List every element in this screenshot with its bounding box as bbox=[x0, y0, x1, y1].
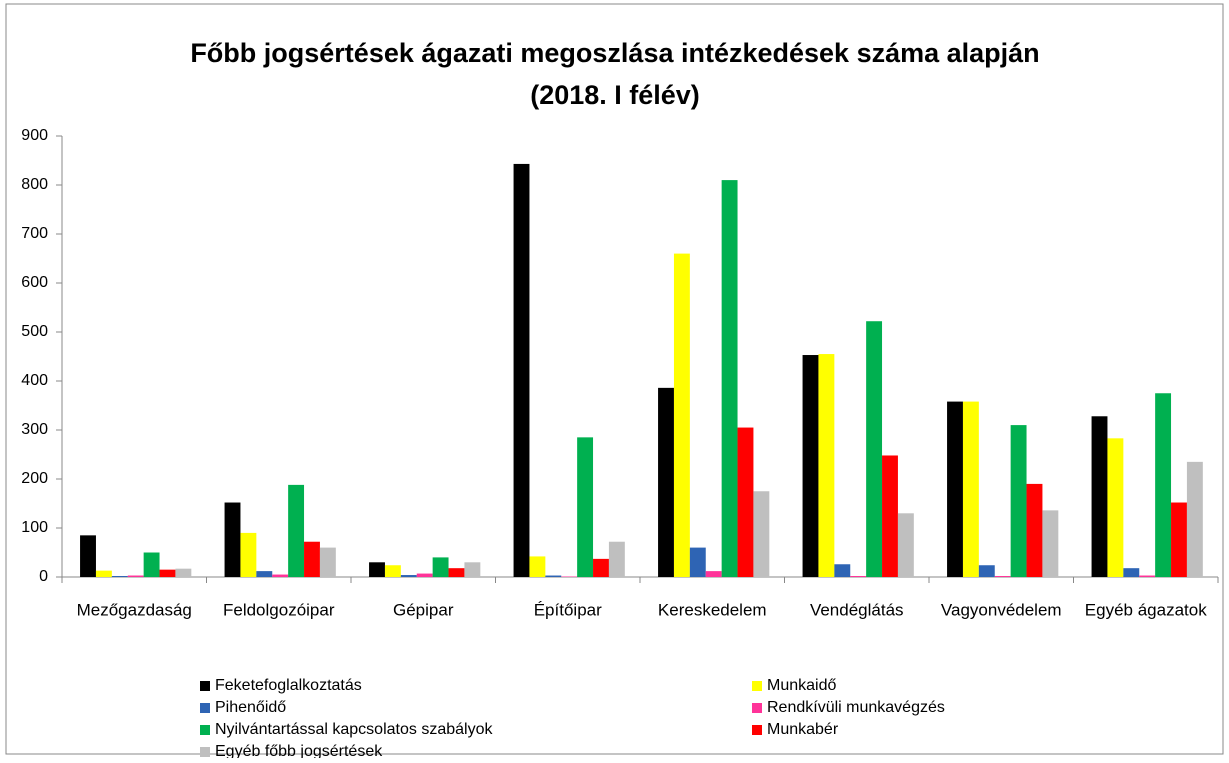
y-tick-label: 500 bbox=[21, 323, 48, 340]
bar bbox=[144, 553, 160, 578]
bar bbox=[514, 164, 530, 577]
bar bbox=[1171, 503, 1187, 577]
bar bbox=[898, 513, 914, 577]
x-tick-label: Gépipar bbox=[393, 600, 454, 619]
bar bbox=[449, 568, 465, 577]
bar bbox=[866, 321, 882, 577]
bar bbox=[433, 557, 449, 577]
bar bbox=[1092, 416, 1108, 577]
bar bbox=[128, 576, 144, 577]
x-tick-label: Építőipar bbox=[534, 600, 602, 619]
bar bbox=[112, 576, 128, 577]
bar bbox=[529, 556, 545, 577]
x-tick-label: Egyéb ágazatok bbox=[1085, 600, 1207, 619]
legend-label: Egyéb főbb jogsértések bbox=[215, 743, 383, 758]
bar bbox=[1139, 576, 1155, 577]
chart-title: Főbb jogsértések ágazati megoszlása inté… bbox=[190, 38, 1039, 68]
bar bbox=[225, 503, 241, 577]
bar bbox=[320, 548, 336, 577]
legend-label: Rendkívüli munkavégzés bbox=[767, 699, 945, 716]
chart-subtitle: (2018. I félév) bbox=[530, 80, 700, 110]
x-tick-label: Feldolgozóipar bbox=[223, 600, 335, 619]
bar bbox=[1027, 484, 1043, 577]
legend-swatch bbox=[200, 747, 210, 757]
bar bbox=[288, 485, 304, 577]
legend-swatch bbox=[752, 725, 762, 735]
legend-swatch bbox=[200, 681, 210, 691]
bar bbox=[753, 491, 769, 577]
bar bbox=[464, 562, 480, 577]
chart-frame bbox=[6, 4, 1223, 754]
x-tick-label: Vendéglátás bbox=[810, 600, 904, 619]
bar bbox=[1187, 462, 1203, 577]
y-tick-label: 100 bbox=[21, 519, 48, 536]
bar bbox=[609, 542, 625, 577]
bar bbox=[593, 559, 609, 577]
bar bbox=[160, 570, 176, 577]
x-tick-label: Mezőgazdaság bbox=[77, 600, 192, 619]
bar bbox=[369, 562, 385, 577]
bar bbox=[304, 542, 320, 577]
legend-label: Munkabér bbox=[767, 721, 839, 738]
legend-label: Nyilvántartással kapcsolatos szabályok bbox=[215, 721, 493, 738]
y-tick-label: 700 bbox=[21, 225, 48, 242]
bar bbox=[722, 180, 738, 577]
bar bbox=[401, 575, 417, 577]
legend-swatch bbox=[200, 725, 210, 735]
legend-label: Feketefoglalkoztatás bbox=[215, 677, 362, 694]
y-tick-label: 0 bbox=[39, 568, 48, 585]
bar bbox=[417, 574, 433, 577]
bar bbox=[577, 437, 593, 577]
x-tick-label: Vagyonvédelem bbox=[941, 600, 1062, 619]
y-tick-label: 200 bbox=[21, 470, 48, 487]
bar bbox=[240, 533, 256, 577]
bar bbox=[963, 402, 979, 577]
legend-label: Munkaidő bbox=[767, 677, 836, 694]
legend-swatch bbox=[752, 681, 762, 691]
legend-swatch bbox=[752, 703, 762, 713]
bar bbox=[96, 571, 112, 577]
bar bbox=[690, 548, 706, 577]
bar bbox=[545, 576, 561, 577]
bar bbox=[979, 565, 995, 577]
y-tick-label: 900 bbox=[21, 127, 48, 144]
bar bbox=[850, 576, 866, 577]
legend-swatch bbox=[200, 703, 210, 713]
y-tick-label: 800 bbox=[21, 176, 48, 193]
bar bbox=[706, 571, 722, 577]
bar bbox=[1042, 510, 1058, 577]
bar bbox=[1155, 393, 1171, 577]
bar bbox=[1011, 425, 1027, 577]
x-tick-label: Kereskedelem bbox=[658, 600, 767, 619]
y-tick-label: 600 bbox=[21, 274, 48, 291]
legend-label: Pihenőidő bbox=[215, 699, 286, 716]
bar bbox=[995, 576, 1011, 577]
bar bbox=[674, 254, 690, 577]
bar bbox=[272, 575, 288, 577]
bar bbox=[947, 402, 963, 577]
bar bbox=[175, 569, 191, 577]
bar bbox=[818, 354, 834, 577]
bar bbox=[882, 455, 898, 577]
bar bbox=[1107, 438, 1123, 577]
bar bbox=[803, 355, 819, 577]
bar bbox=[256, 571, 272, 577]
bar bbox=[385, 565, 401, 577]
y-tick-label: 400 bbox=[21, 372, 48, 389]
y-tick-label: 300 bbox=[21, 421, 48, 438]
bar bbox=[80, 535, 96, 577]
bar bbox=[658, 388, 674, 577]
bar bbox=[1123, 568, 1139, 577]
bar bbox=[834, 564, 850, 577]
bar bbox=[738, 428, 754, 577]
